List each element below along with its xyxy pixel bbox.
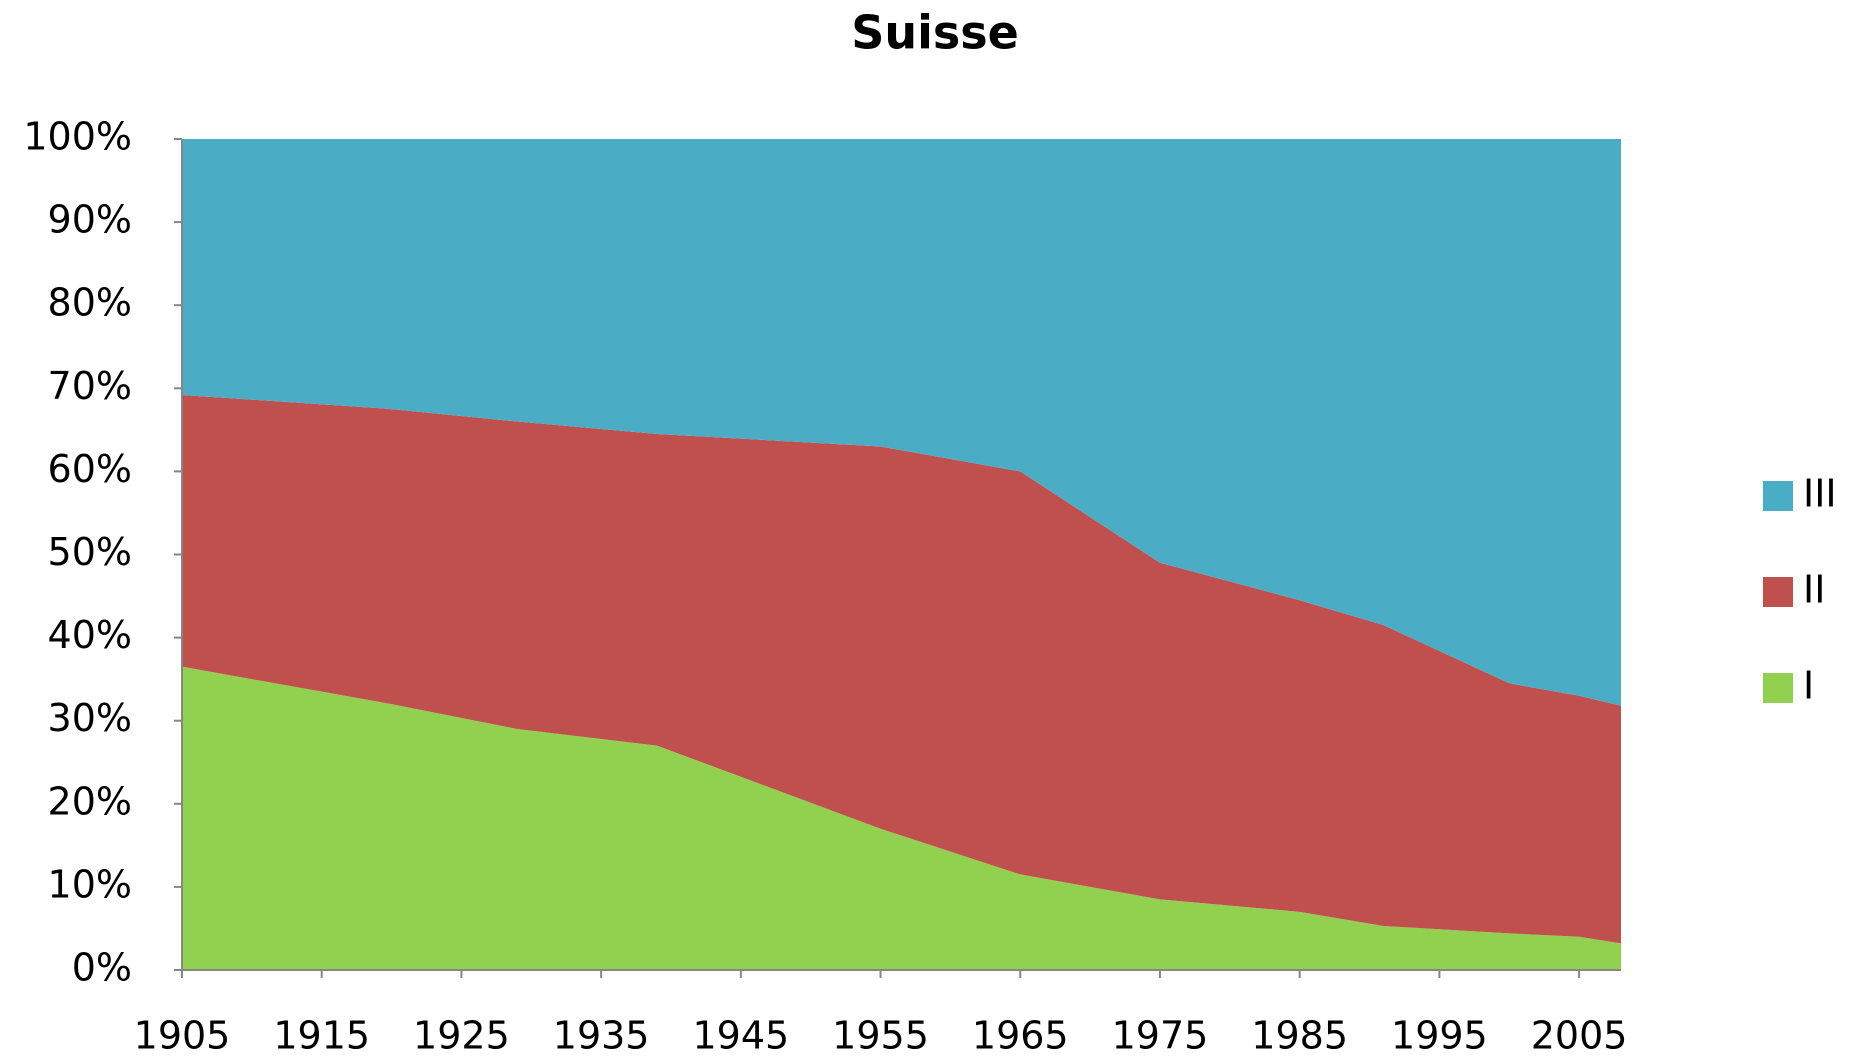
x-tick-label: 1935 xyxy=(553,1014,650,1058)
chart-title: Suisse xyxy=(851,6,1019,60)
legend-label: II xyxy=(1803,568,1825,612)
y-tick-label: 30% xyxy=(48,696,132,740)
x-tick-label: 2005 xyxy=(1531,1014,1628,1058)
y-tick-label: 80% xyxy=(48,281,132,325)
x-tick-label: 1925 xyxy=(413,1014,510,1058)
area xyxy=(182,394,1621,944)
y-tick-label: 90% xyxy=(48,198,132,242)
y-tick-label: 0% xyxy=(72,946,132,990)
y-tick-label: 100% xyxy=(23,115,132,159)
y-tick-label: 70% xyxy=(48,364,132,408)
x-tick-label: 1995 xyxy=(1391,1014,1488,1058)
y-tick-label: 40% xyxy=(48,613,132,657)
x-tick-label: 1975 xyxy=(1112,1014,1209,1058)
area xyxy=(182,666,1621,970)
x-tick-label: 1945 xyxy=(692,1014,789,1058)
area xyxy=(182,139,1621,706)
y-tick-label: 60% xyxy=(48,447,132,491)
legend-swatch xyxy=(1763,673,1793,703)
x-tick-label: 1965 xyxy=(972,1014,1069,1058)
x-tick-label: 1905 xyxy=(134,1014,231,1058)
legend-label: III xyxy=(1803,472,1837,516)
x-tick-label: 1915 xyxy=(273,1014,370,1058)
y-tick-label: 20% xyxy=(48,779,132,823)
y-tick-label: 50% xyxy=(48,530,132,574)
legend-swatch xyxy=(1763,577,1793,607)
legend-label: I xyxy=(1803,664,1814,708)
y-tick-label: 10% xyxy=(48,862,132,906)
x-tick-label: 1955 xyxy=(832,1014,929,1058)
legend-swatch xyxy=(1763,481,1793,511)
x-tick-label: 1985 xyxy=(1251,1014,1348,1058)
